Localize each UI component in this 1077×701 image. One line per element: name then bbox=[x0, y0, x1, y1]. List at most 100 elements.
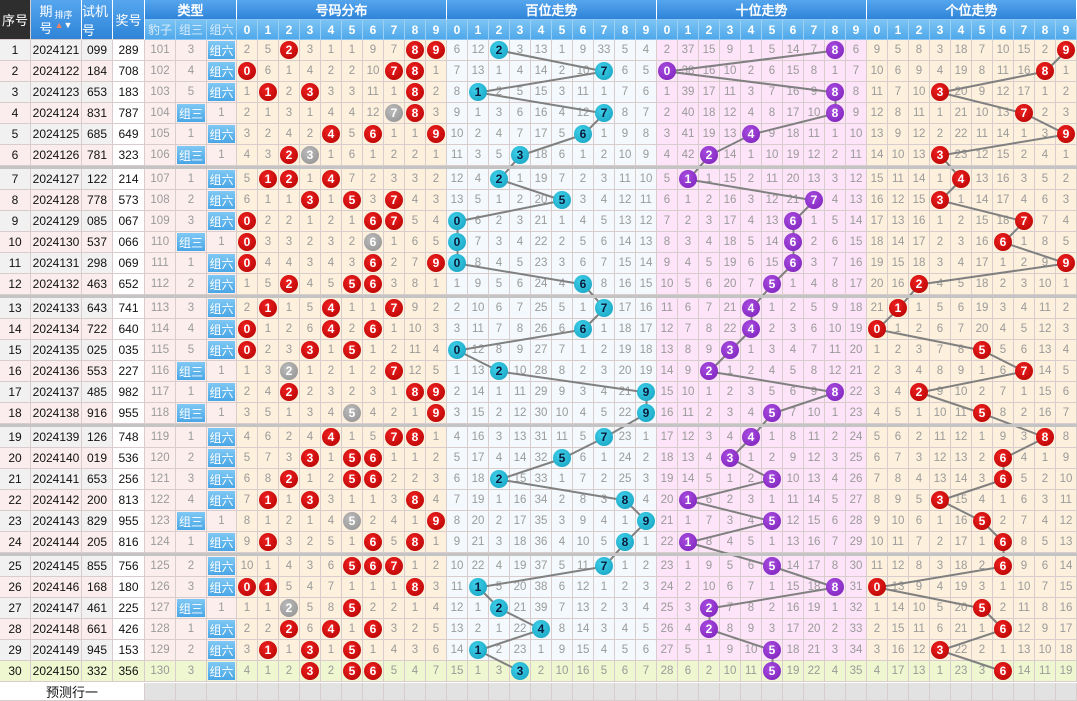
hundreds-cell: 4 bbox=[594, 640, 615, 661]
predict-cell[interactable] bbox=[405, 683, 426, 701]
distribution-cell: 6 bbox=[300, 619, 321, 640]
predict-cell[interactable] bbox=[510, 683, 531, 701]
units-cell: 12 bbox=[930, 448, 951, 469]
sort-down-icon[interactable]: ▼ bbox=[63, 19, 73, 30]
distribution-cell: 5 bbox=[342, 661, 363, 682]
hundreds-cell: 7 bbox=[594, 103, 615, 124]
predict-cell[interactable] bbox=[1014, 683, 1035, 701]
tens-cell: 14 bbox=[783, 40, 804, 61]
distribution-cell: 6 bbox=[321, 556, 342, 577]
hundreds-cell: 23 bbox=[615, 427, 636, 448]
predict-cell[interactable] bbox=[573, 683, 594, 701]
predict-cell[interactable] bbox=[237, 683, 258, 701]
predict-cell[interactable] bbox=[468, 683, 489, 701]
predict-cell[interactable] bbox=[176, 683, 207, 701]
hundreds-ball-0: 0 bbox=[448, 233, 466, 251]
predict-cell[interactable] bbox=[447, 683, 468, 701]
hundreds-cell: 2 bbox=[489, 169, 510, 190]
distribution-cell: 7 bbox=[342, 169, 363, 190]
units-cell: 7 bbox=[909, 532, 930, 553]
units-cell: 8 bbox=[1035, 427, 1056, 448]
distribution-cell: 1 bbox=[384, 448, 405, 469]
units-cell: 3 bbox=[1035, 124, 1056, 145]
header-period-label: 期 bbox=[39, 3, 53, 19]
predict-cell[interactable] bbox=[720, 683, 741, 701]
tens-cell: 11 bbox=[762, 169, 783, 190]
predict-cell[interactable] bbox=[804, 683, 825, 701]
predict-cell[interactable] bbox=[384, 683, 405, 701]
hundreds-cell: 18 bbox=[636, 340, 657, 361]
hundreds-cell: 15 bbox=[531, 82, 552, 103]
distribution-ball-9: 9 bbox=[427, 404, 445, 422]
predict-cell[interactable] bbox=[531, 683, 552, 701]
header-distribution-digit-2: 2 bbox=[279, 20, 300, 40]
predict-cell[interactable] bbox=[615, 683, 636, 701]
distribution-cell: 6 bbox=[258, 427, 279, 448]
distribution-cell: 3 bbox=[279, 232, 300, 253]
hundreds-cell: 21 bbox=[531, 211, 552, 232]
predict-cell[interactable] bbox=[279, 683, 300, 701]
hundreds-cell: 10 bbox=[636, 169, 657, 190]
predict-cell[interactable] bbox=[363, 683, 384, 701]
predict-cell[interactable] bbox=[321, 683, 342, 701]
predict-cell[interactable] bbox=[657, 683, 678, 701]
predict-cell[interactable] bbox=[993, 683, 1014, 701]
predict-cell[interactable] bbox=[930, 683, 951, 701]
predict-cell[interactable] bbox=[762, 683, 783, 701]
tens-cell: 2 bbox=[657, 103, 678, 124]
units-cell: 2 bbox=[888, 340, 909, 361]
hundreds-cell: 8 bbox=[468, 253, 489, 274]
predict-cell[interactable] bbox=[258, 683, 279, 701]
predict-cell[interactable] bbox=[552, 683, 573, 701]
hundreds-cell: 2 bbox=[636, 556, 657, 577]
predict-cell[interactable] bbox=[1035, 683, 1056, 701]
predict-cell[interactable] bbox=[145, 683, 176, 701]
predict-cell[interactable] bbox=[426, 683, 447, 701]
predict-cell[interactable] bbox=[909, 683, 930, 701]
predict-cell[interactable] bbox=[867, 683, 888, 701]
hundreds-cell: 6 bbox=[552, 577, 573, 598]
type-cell-zuliu: 组六 bbox=[207, 40, 237, 61]
distribution-cell: 7 bbox=[384, 190, 405, 211]
hundreds-cell: 14 bbox=[510, 448, 531, 469]
predict-cell[interactable] bbox=[678, 683, 699, 701]
row-period: 2024128 bbox=[31, 190, 82, 211]
predict-cell[interactable] bbox=[783, 683, 804, 701]
predict-cell[interactable] bbox=[741, 683, 762, 701]
predict-cell[interactable] bbox=[699, 683, 720, 701]
units-cell: 1 bbox=[1035, 82, 1056, 103]
tens-cell: 4 bbox=[783, 340, 804, 361]
tens-cell: 2 bbox=[762, 598, 783, 619]
distribution-cell: 2 bbox=[426, 82, 447, 103]
predict-cell[interactable] bbox=[846, 683, 867, 701]
tens-cell: 6 bbox=[741, 253, 762, 274]
tens-cell: 5 bbox=[762, 511, 783, 532]
distribution-cell: 1 bbox=[363, 145, 384, 166]
units-cell: 9 bbox=[909, 577, 930, 598]
tens-cell: 4 bbox=[762, 361, 783, 382]
units-cell: 9 bbox=[1056, 40, 1077, 61]
hundreds-cell: 16 bbox=[636, 298, 657, 319]
predict-cell[interactable] bbox=[972, 683, 993, 701]
distribution-cell: 10 bbox=[237, 556, 258, 577]
hundreds-cell: 9 bbox=[636, 403, 657, 424]
tens-cell: 1 bbox=[720, 469, 741, 490]
predict-cell[interactable] bbox=[636, 683, 657, 701]
sort-button[interactable]: 排序 ▲▼ bbox=[55, 10, 73, 30]
predict-cell[interactable] bbox=[951, 683, 972, 701]
predict-cell[interactable] bbox=[300, 683, 321, 701]
predict-cell[interactable] bbox=[825, 683, 846, 701]
predict-cell[interactable] bbox=[207, 683, 237, 701]
predict-cell[interactable] bbox=[342, 683, 363, 701]
row-draw-number: 813 bbox=[113, 490, 145, 511]
predict-cell[interactable] bbox=[888, 683, 909, 701]
predict-cell[interactable] bbox=[489, 683, 510, 701]
tens-cell: 14 bbox=[678, 469, 699, 490]
tens-cell: 2 bbox=[825, 145, 846, 166]
sort-up-icon[interactable]: ▲ bbox=[54, 19, 64, 30]
predict-cell[interactable] bbox=[1056, 683, 1077, 701]
predict-cell[interactable] bbox=[594, 683, 615, 701]
distribution-cell: 7 bbox=[384, 361, 405, 382]
header-period[interactable]: 期号排序 ▲▼ bbox=[31, 0, 82, 40]
hundreds-cell: 3 bbox=[510, 145, 531, 166]
